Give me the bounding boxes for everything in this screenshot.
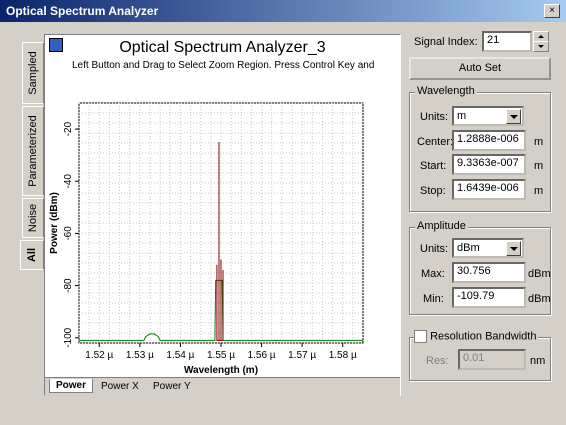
amp-max-input[interactable]: 30.756 [452, 262, 526, 283]
y-axis-label: Power (dBm) [49, 192, 60, 254]
wl-center-unit: m [534, 136, 544, 148]
tab-parameterized[interactable]: Parameterized [22, 106, 44, 196]
x-tick-label: 1.53 µ [126, 350, 154, 361]
wl-stop-label: Stop: [420, 185, 446, 197]
amp-units-label: Units: [420, 243, 449, 255]
resolution-header: Resolution Bandwidth [414, 330, 539, 343]
amp-units-value: dBm [457, 242, 480, 254]
x-tick-label: 1.55 µ [207, 350, 235, 361]
amp-min-unit: dBm [528, 293, 551, 305]
x-axis-label: Wavelength (m) [184, 365, 258, 376]
plot-title: Optical Spectrum Analyzer_3 [119, 39, 326, 56]
wl-center-label: Center: [417, 136, 454, 148]
res-input[interactable]: 0.01 [458, 349, 526, 370]
tab-power[interactable]: Power [49, 379, 94, 393]
window-title: Optical Spectrum Analyzer [6, 4, 159, 18]
wavelength-group [409, 92, 551, 212]
x-tick-label: 1.56 µ [248, 350, 276, 361]
resolution-checkbox[interactable] [414, 330, 427, 343]
auto-set-button[interactable]: Auto Set [409, 57, 551, 80]
wl-units-label: Units: [420, 111, 449, 123]
wl-start-label: Start: [420, 160, 447, 172]
close-button[interactable]: × [544, 4, 560, 18]
wl-stop-input[interactable]: 1.6439e-006 [452, 179, 526, 200]
spectrum-chart[interactable]: 1.52 µ 1.53 µ 1.54 µ 1.55 µ 1.56 µ 1.57 µ 1.58… [45, 35, 400, 395]
wl-center-input[interactable]: 1.2888e-006 [452, 130, 526, 151]
res-unit: nm [530, 355, 546, 367]
wl-units-dropdown[interactable]: m [452, 106, 524, 126]
x-tick-label: 1.52 µ [85, 350, 113, 361]
amp-min-label: Min: [423, 293, 444, 305]
x-tick-label: 1.58 µ [329, 350, 357, 361]
res-label: Res: [426, 355, 449, 367]
y-tick-label: -20 [63, 121, 74, 136]
amp-max-label: Max: [421, 268, 445, 280]
x-tick-label: 1.57 µ [288, 350, 316, 361]
tab-power-x[interactable]: Power X [101, 381, 139, 392]
wl-start-input[interactable]: 9.3363e-007 [452, 154, 526, 175]
wl-units-value: m [457, 110, 467, 122]
chevron-down-icon[interactable] [506, 109, 521, 124]
y-tick-label: -40 [63, 174, 74, 189]
spin-down-icon[interactable] [533, 41, 549, 52]
amp-units-dropdown[interactable]: dBm [452, 238, 524, 258]
wl-stop-unit: m [534, 185, 544, 197]
plot-window-icon[interactable] [49, 38, 63, 52]
resolution-title: Resolution Bandwidth [430, 330, 537, 343]
plot-tab-strip: Power Power X Power Y [45, 377, 400, 396]
y-tick-label: -80 [63, 278, 74, 293]
x-tick-label: 1.54 µ [166, 350, 194, 361]
signal-index-spinner[interactable] [533, 31, 549, 52]
signal-index-label: Signal Index: [414, 36, 478, 48]
y-tick-label: -60 [63, 226, 74, 241]
tab-noise[interactable]: Noise [22, 198, 44, 238]
plot-panel: Optical Spectrum Analyzer_3 Left Button … [44, 34, 401, 396]
signal-index-input[interactable]: 21 [482, 31, 532, 52]
wavelength-group-title: Wavelength [415, 85, 477, 97]
chevron-down-icon[interactable] [506, 241, 521, 256]
series-line-1 [216, 142, 224, 341]
window-title-bar: Optical Spectrum Analyzer × [0, 0, 566, 22]
amplitude-group-title: Amplitude [415, 220, 468, 232]
amp-max-unit: dBm [528, 268, 551, 280]
tab-sampled[interactable]: Sampled [22, 42, 44, 104]
tab-power-y[interactable]: Power Y [153, 381, 191, 392]
wl-start-unit: m [534, 160, 544, 172]
tab-all[interactable]: All [20, 240, 44, 270]
amplitude-group [409, 227, 551, 315]
amp-min-input[interactable]: -109.79 [452, 287, 526, 308]
plot-hint: Left Button and Drag to Select Zoom Regi… [72, 60, 375, 71]
y-tick-label: -100 [63, 327, 74, 347]
